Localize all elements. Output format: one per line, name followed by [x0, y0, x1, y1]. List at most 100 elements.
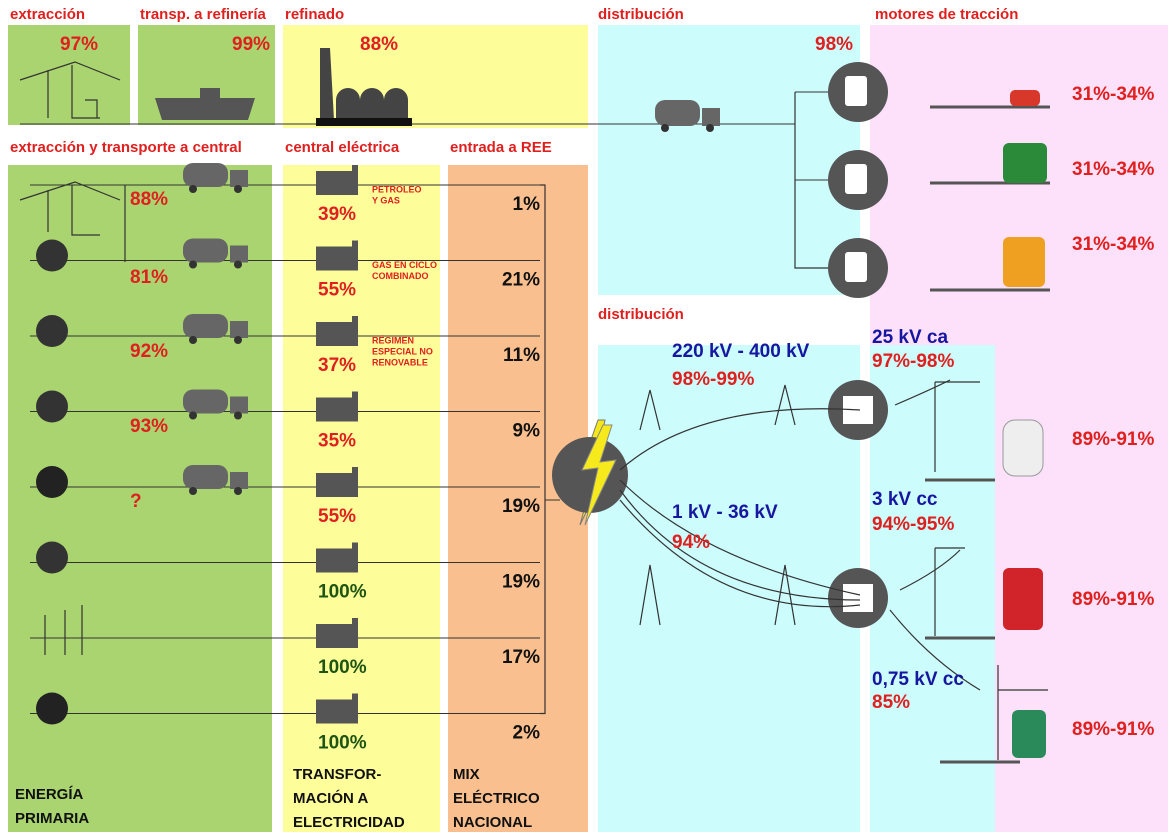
plant-icon	[316, 542, 358, 573]
efficiency: 85%	[872, 692, 910, 713]
efficiency: 55%	[318, 506, 356, 527]
section-title: motores de tracción	[875, 6, 1018, 23]
efficiency: 99%	[232, 34, 270, 55]
truck-tank	[183, 465, 228, 489]
section-footer: MIX	[453, 766, 480, 783]
plant-stack	[352, 618, 358, 648]
voltage: 0,75 kV cc	[872, 669, 964, 690]
mix-share: 17%	[502, 647, 540, 668]
mix-share: 21%	[502, 270, 540, 291]
truck-tank	[183, 314, 228, 338]
plant-icon	[316, 240, 358, 271]
wheel	[189, 336, 197, 344]
truck-tank	[183, 238, 228, 263]
efficiency: 92%	[130, 341, 168, 362]
wheel	[234, 336, 242, 344]
power-grid	[552, 90, 1050, 764]
plant-body	[316, 171, 352, 195]
efficiency: 94%	[672, 532, 710, 553]
mix-share: 19%	[502, 572, 540, 593]
wheel	[189, 487, 197, 495]
plant-type: Y GAS	[372, 195, 400, 205]
grid-hub	[552, 437, 628, 513]
plant-stack	[352, 391, 358, 422]
truck-cab	[230, 472, 248, 489]
wheel	[234, 411, 242, 420]
section-footer: ENERGÍA	[15, 786, 84, 803]
catenary-icon	[934, 381, 1048, 760]
section-title: transp. a refinería	[140, 6, 267, 23]
efficiency: 89%-91%	[1072, 719, 1154, 740]
plant-body	[316, 548, 352, 573]
source-icon	[36, 466, 68, 498]
efficiency: 88%	[130, 189, 168, 210]
refinery-icon	[320, 48, 408, 120]
transformer	[843, 584, 873, 612]
section-footer: PRIMARIA	[15, 810, 89, 827]
ship-icon	[155, 88, 255, 120]
plant-body	[316, 473, 352, 497]
efficiency: 37%	[318, 355, 356, 376]
plant-icon	[316, 618, 358, 648]
mix-share: 9%	[513, 421, 541, 442]
pump	[845, 76, 867, 106]
wheel	[189, 260, 197, 269]
voltage: 1 kV - 36 kV	[672, 502, 778, 523]
truck-tank	[183, 163, 228, 187]
flow-line	[794, 92, 830, 269]
pylon-icon	[639, 384, 796, 626]
wheel	[189, 185, 197, 193]
efficiency: 39%	[318, 204, 356, 225]
tram-icon	[1012, 710, 1046, 758]
labels: extracción 97% transp. a refinería 99% r…	[10, 6, 1154, 831]
section-title: distribución	[598, 6, 684, 23]
top-chain	[19, 48, 830, 269]
bracket	[540, 184, 546, 715]
train-icon	[1002, 419, 1044, 477]
wheel	[234, 185, 242, 193]
mix-share: 1%	[513, 194, 541, 215]
plant-body	[316, 322, 352, 346]
pumpjack-icon	[19, 181, 121, 236]
train-icon	[1003, 237, 1045, 287]
section-title: distribución	[598, 306, 684, 323]
plant-type: PETRÓLEO	[372, 183, 422, 194]
panel	[598, 345, 860, 832]
plant-body	[316, 699, 352, 724]
bolt-icon	[581, 424, 617, 526]
panel	[598, 25, 860, 295]
truck-icon	[183, 314, 248, 344]
voltage: 220 kV - 400 kV	[672, 341, 810, 362]
truck-icon	[183, 238, 248, 269]
plant-stack	[352, 693, 358, 724]
efficiency: 98%	[815, 34, 853, 55]
truck-cab	[230, 396, 248, 414]
bus-icon	[1003, 143, 1047, 183]
efficiency: 100%	[318, 733, 367, 754]
panel	[283, 165, 440, 832]
efficiency: 55%	[318, 280, 356, 301]
efficiency: 31%-34%	[1072, 234, 1154, 255]
mix-share: 11%	[503, 345, 540, 366]
plant-stack	[352, 467, 358, 497]
plant-stack	[352, 240, 358, 271]
section-title: refinado	[285, 6, 344, 23]
power-line	[619, 408, 861, 608]
truck-cab	[230, 170, 248, 187]
voltage: 3 kV cc	[872, 489, 938, 510]
section-footer: TRANSFOR-	[293, 766, 381, 783]
section-footer: MACIÓN A	[293, 789, 368, 807]
wind-icon	[44, 605, 83, 655]
plant-body	[316, 246, 352, 271]
track	[925, 478, 1020, 764]
pump	[845, 164, 867, 194]
train-icon	[1003, 568, 1043, 630]
plant-type: RÉGIMEN	[372, 335, 414, 345]
wheel	[189, 411, 197, 420]
truck-icon	[183, 465, 248, 495]
panel	[283, 25, 588, 128]
plant-icon	[316, 391, 358, 422]
efficiency: 89%-91%	[1072, 589, 1154, 610]
car-icon	[1010, 90, 1040, 106]
